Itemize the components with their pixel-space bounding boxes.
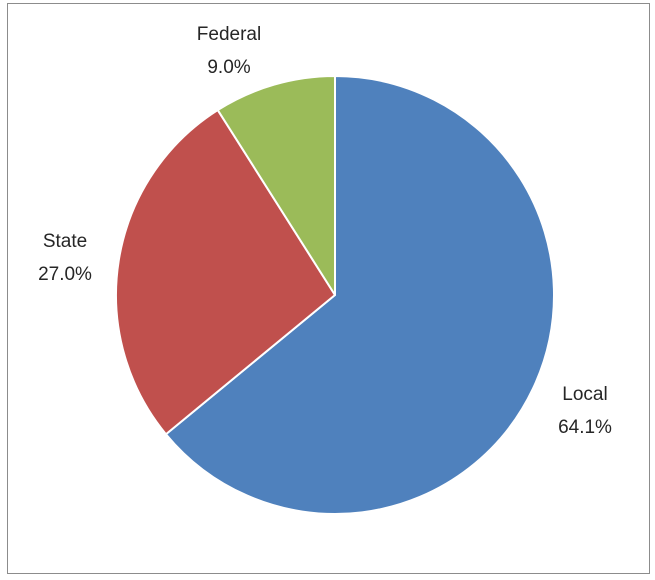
slice-label-state: State [43,231,87,252]
slice-value-state: 27.0% [38,264,92,285]
pie-slices [115,75,555,515]
pie-slice-federal [216,75,336,296]
slice-label-local: Local [562,384,607,405]
pie-labels: Local 64.1% State 27.0% Federal 9.0% [38,24,612,438]
pie-slice-local [164,75,555,515]
slice-label-federal: Federal [197,24,261,45]
slice-value-local: 64.1% [558,417,612,438]
slice-value-federal: 9.0% [207,57,250,78]
pie-slice-state [115,109,336,436]
